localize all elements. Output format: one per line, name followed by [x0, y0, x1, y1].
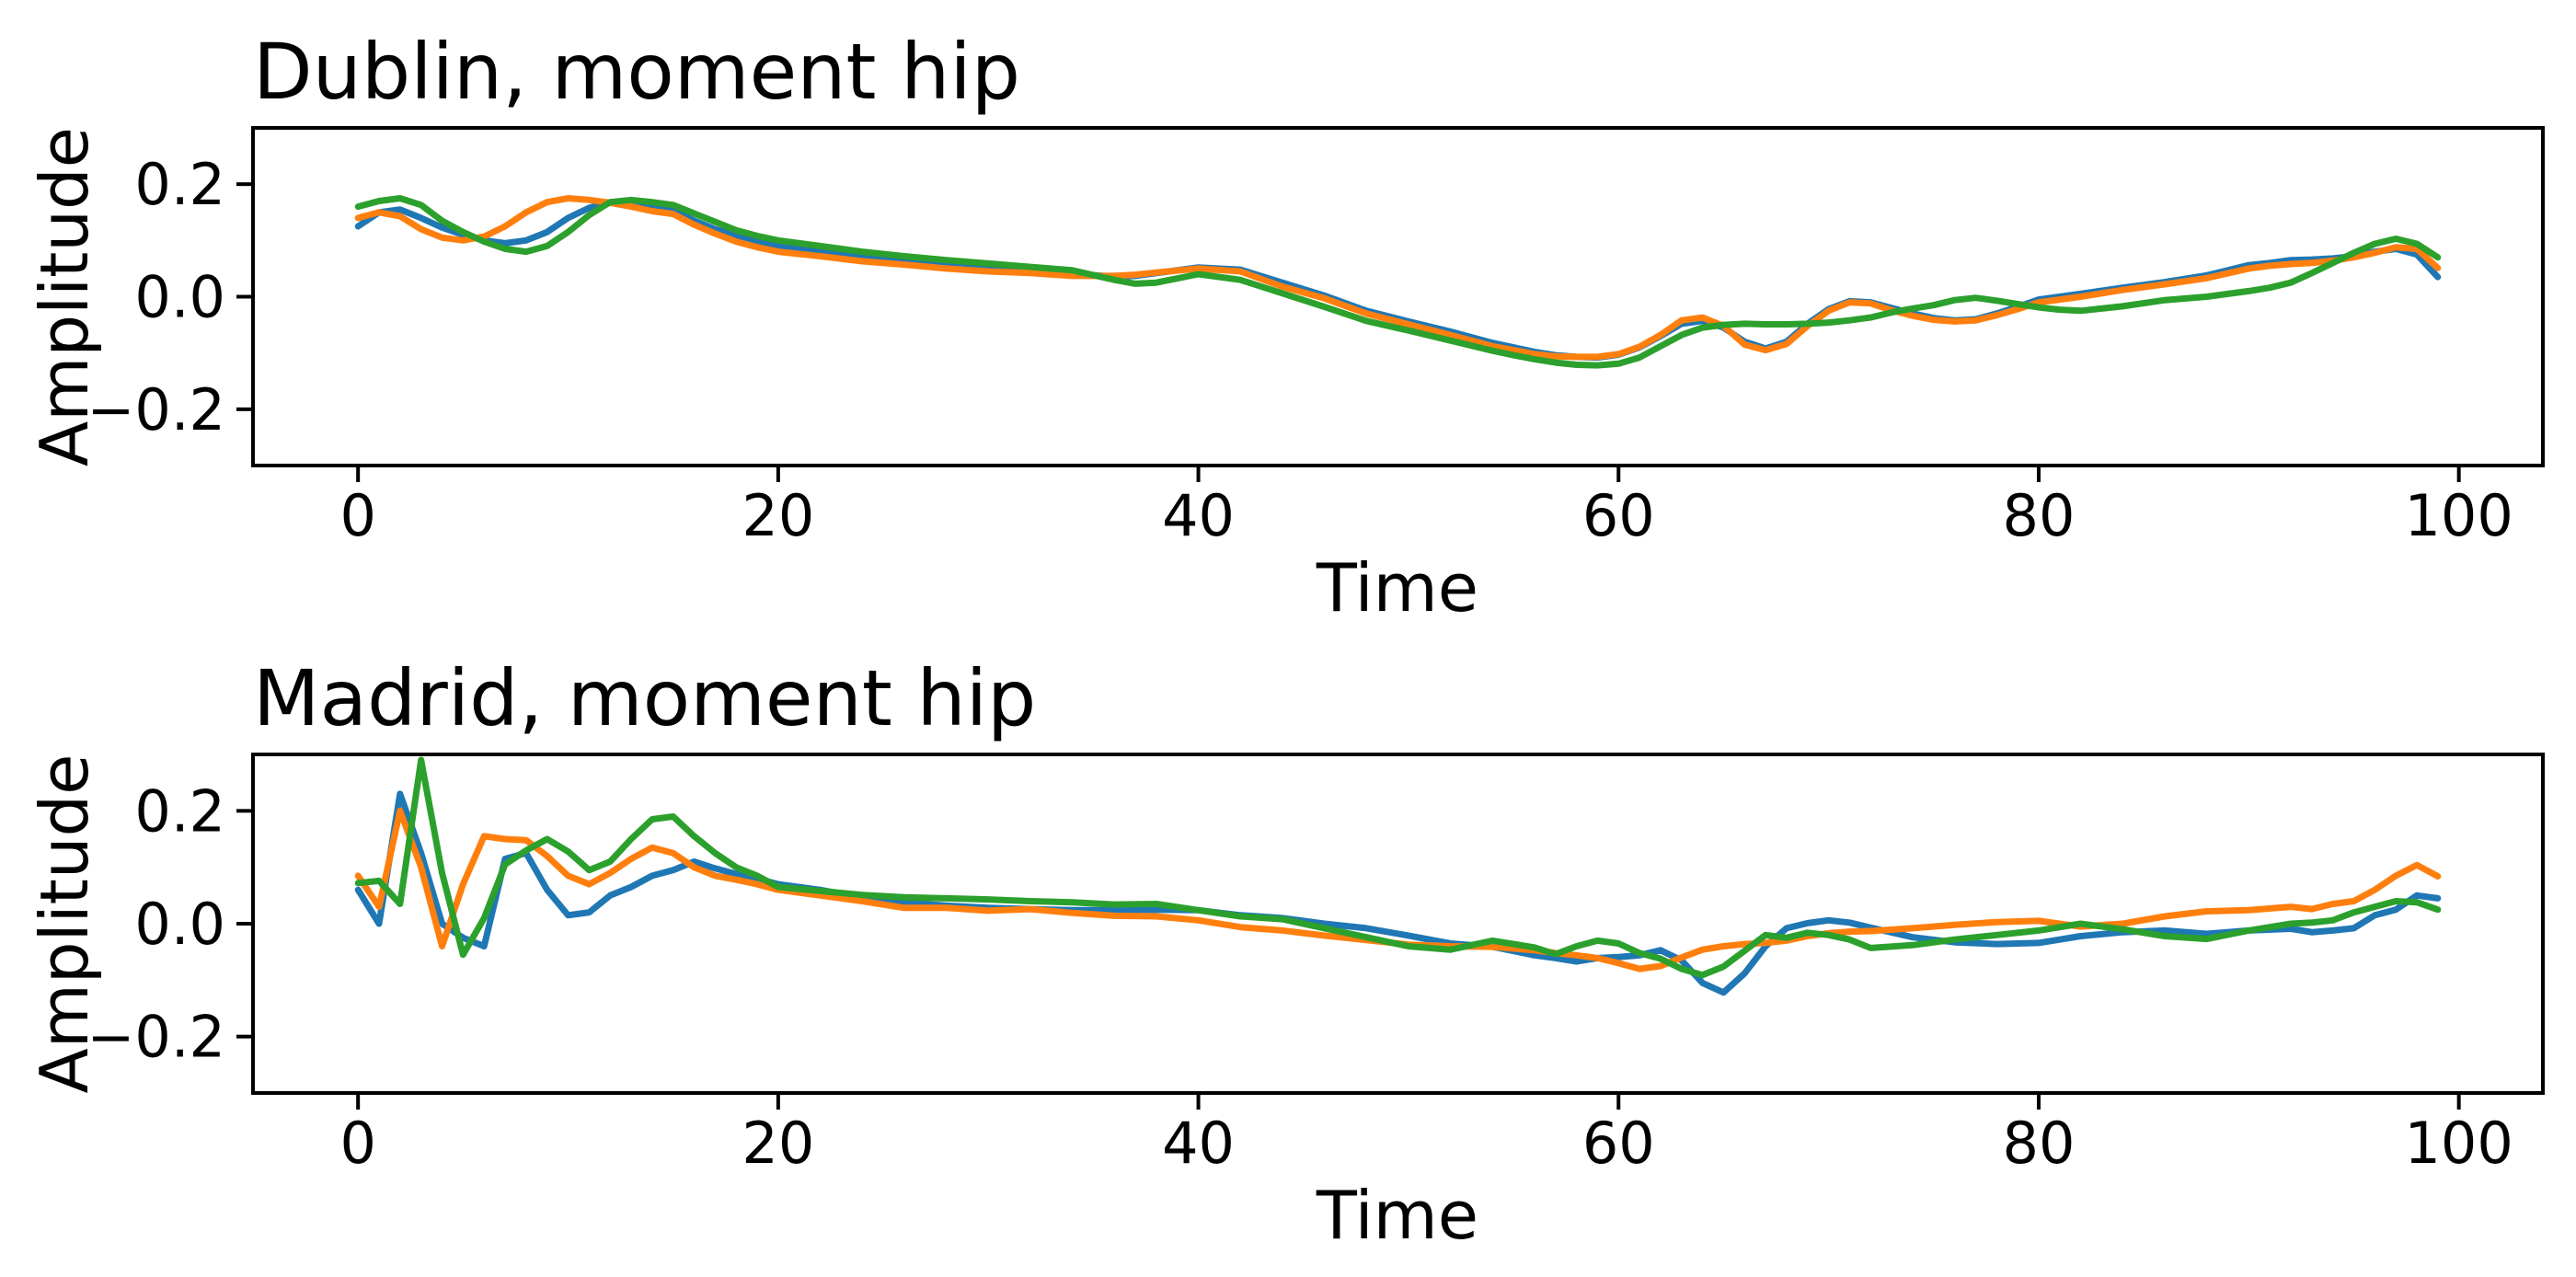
x-tick-label: 40	[1162, 1110, 1235, 1177]
x-axis-label-dublin: Time	[1316, 549, 1478, 627]
x-tick-label: 60	[1582, 482, 1655, 549]
series-lines-madrid	[354, 756, 2442, 996]
y-axis-label-madrid: Amplitude	[26, 754, 103, 1094]
y-tick-label: 0.0	[134, 891, 225, 958]
series-line-blue	[354, 790, 2442, 996]
y-tick-label: 0.0	[134, 264, 225, 331]
x-axis-label-madrid: Time	[1316, 1177, 1478, 1254]
series-line-blue	[354, 199, 2442, 362]
series-line-orange	[354, 195, 2442, 361]
y-tick-label: −0.2	[86, 376, 225, 443]
chart-title-dublin: Dublin, moment hip	[253, 27, 1020, 117]
axes-dublin: 0 20 40 60 80 100 0.2 0.0 −0.2	[86, 126, 2545, 549]
x-tick-label: 100	[2404, 1110, 2513, 1177]
chart-madrid: Madrid, moment hip 0 20 40 60 80 100 0.2 0.0 −0.…	[26, 653, 2545, 1254]
x-tick-label: 80	[2003, 1110, 2076, 1177]
x-tick-label: 80	[2003, 482, 2076, 549]
x-tick-label: 40	[1162, 482, 1235, 549]
x-tick-label: 100	[2404, 482, 2513, 549]
axes-frame	[251, 753, 2545, 1095]
x-tick-label: 60	[1582, 1110, 1655, 1177]
axes-madrid: 0 20 40 60 80 100 0.2 0.0 −0.2	[86, 753, 2545, 1177]
axes-frame	[251, 126, 2545, 467]
y-tick-label: −0.2	[86, 1004, 225, 1071]
chart-title-madrid: Madrid, moment hip	[253, 653, 1036, 743]
y-tick-label: 0.2	[134, 777, 225, 845]
x-tick-label: 20	[742, 482, 814, 549]
x-tick-label: 0	[339, 1110, 375, 1177]
series-lines-dublin	[354, 195, 2442, 369]
series-line-green	[354, 756, 2442, 979]
x-tick-label: 20	[742, 1110, 814, 1177]
y-axis-label-dublin: Amplitude	[26, 127, 103, 466]
chart-dublin: Dublin, moment hip 0 20 40 60 80 100 0.2 0.0 −0.…	[26, 27, 2545, 627]
series-line-green	[354, 195, 2442, 369]
x-tick-label: 0	[339, 482, 375, 549]
y-tick-label: 0.2	[134, 151, 225, 218]
